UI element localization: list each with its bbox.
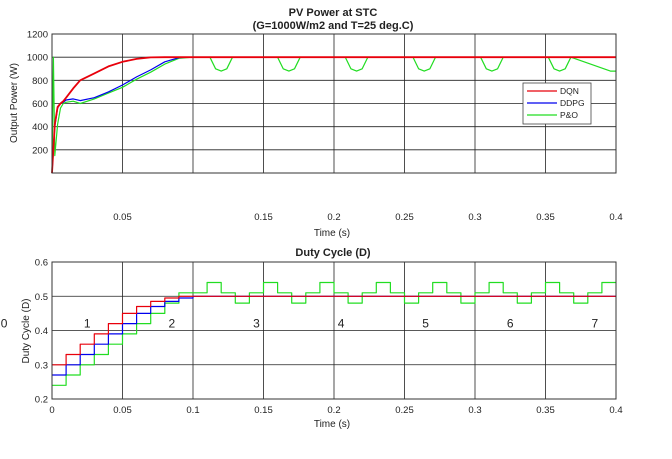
power-y-tick-label: 400 — [32, 122, 48, 133]
duty-y-tick-label: 0.6 — [35, 258, 48, 269]
power-x-tick-label: 0.2 — [327, 212, 340, 223]
duty-series-group — [52, 281, 616, 386]
step-number-label: 5 — [422, 317, 429, 331]
duty-x-tick-label: 0.1 — [186, 405, 199, 416]
duty-x-tick-label: 0.35 — [536, 405, 555, 416]
duty-series-dqn-line — [52, 295, 616, 366]
duty-step-annotations: 0 1 2 3 4 5 6 7 — [1, 317, 599, 331]
power-series-po-line — [51, 56, 616, 174]
power-chart-title: PV Power at STC — [289, 7, 378, 19]
duty-x-ticks: 0 0.05 0.1 0.15 0.2 0.25 0.3 0.35 0.4 — [49, 405, 622, 416]
duty-series-ddpg-line — [52, 295, 616, 376]
duty-x-tick-label: 0 — [49, 405, 54, 416]
duty-x-tick-label: 0.3 — [468, 405, 481, 416]
step-number-label: 7 — [592, 317, 599, 331]
step-number-label: 0 — [1, 317, 8, 331]
power-legend: DQN DDPG P&O — [522, 82, 592, 125]
duty-y-tick-label: 0.3 — [35, 360, 48, 371]
power-x-tick-label: 0.05 — [113, 212, 132, 223]
power-y-tick-label: 600 — [32, 99, 48, 110]
power-x-tick-label: 0.4 — [609, 212, 622, 223]
power-series-dqn-line — [51, 56, 616, 174]
power-y-tick-label: 1200 — [27, 30, 48, 41]
duty-y-tick-label: 0.5 — [35, 292, 48, 303]
power-y-tick-label: 1000 — [27, 53, 48, 64]
step-number-label: 4 — [338, 317, 345, 331]
power-y-ticks: 200 400 600 800 1000 1200 — [27, 30, 48, 157]
duty-y-tick-label: 0.4 — [35, 326, 48, 337]
duty-x-tick-label: 0.4 — [609, 405, 622, 416]
legend-label-ddpg: DDPG — [560, 98, 585, 108]
legend-label-po: P&O — [560, 110, 578, 120]
duty-chart-title: Duty Cycle (D) — [295, 247, 371, 259]
duty-x-tick-label: 0.15 — [254, 405, 273, 416]
power-y-tick-label: 800 — [32, 76, 48, 87]
duty-x-tick-label: 0.25 — [395, 405, 414, 416]
power-y-axis-label: Output Power (W) — [9, 63, 20, 143]
duty-y-ticks: 0.2 0.3 0.4 0.5 0.6 — [35, 258, 48, 406]
power-x-tick-label: 0.15 — [254, 212, 273, 223]
legend-label-dqn: DQN — [560, 86, 579, 96]
power-x-axis-label: Time (s) — [314, 228, 350, 239]
power-series-group — [51, 56, 616, 174]
power-x-tick-label: 0.25 — [395, 212, 414, 223]
duty-x-axis-label: Time (s) — [314, 419, 350, 430]
duty-x-tick-label: 0.2 — [327, 405, 340, 416]
duty-y-tick-label: 0.2 — [35, 395, 48, 406]
power-x-ticks: 0.05 0.15 0.2 0.25 0.3 0.35 0.4 — [113, 212, 622, 223]
step-number-label: 3 — [253, 317, 260, 331]
power-plot-frame — [51, 33, 617, 174]
power-x-tick-label: 0.3 — [468, 212, 481, 223]
power-chart-panel: PV Power at STC (G=1000W/m2 and T=25 deg… — [9, 7, 623, 239]
duty-y-axis-label: Duty Cycle (D) — [21, 298, 32, 363]
duty-series-po-line — [52, 281, 616, 386]
power-y-tick-label: 200 — [32, 145, 48, 156]
step-number-label: 6 — [507, 317, 514, 331]
step-number-label: 1 — [84, 317, 91, 331]
duty-x-tick-label: 0.05 — [113, 405, 132, 416]
duty-chart-panel: Duty Cycle (D) 0.20.30.40.50.6 0 0.05 0.1 0… — [1, 247, 623, 430]
duty-plot-frame — [51, 261, 617, 400]
power-chart-subtitle: (G=1000W/m2 and T=25 deg.C) — [253, 20, 414, 32]
power-x-tick-label: 0.35 — [536, 212, 555, 223]
step-number-label: 2 — [169, 317, 176, 331]
